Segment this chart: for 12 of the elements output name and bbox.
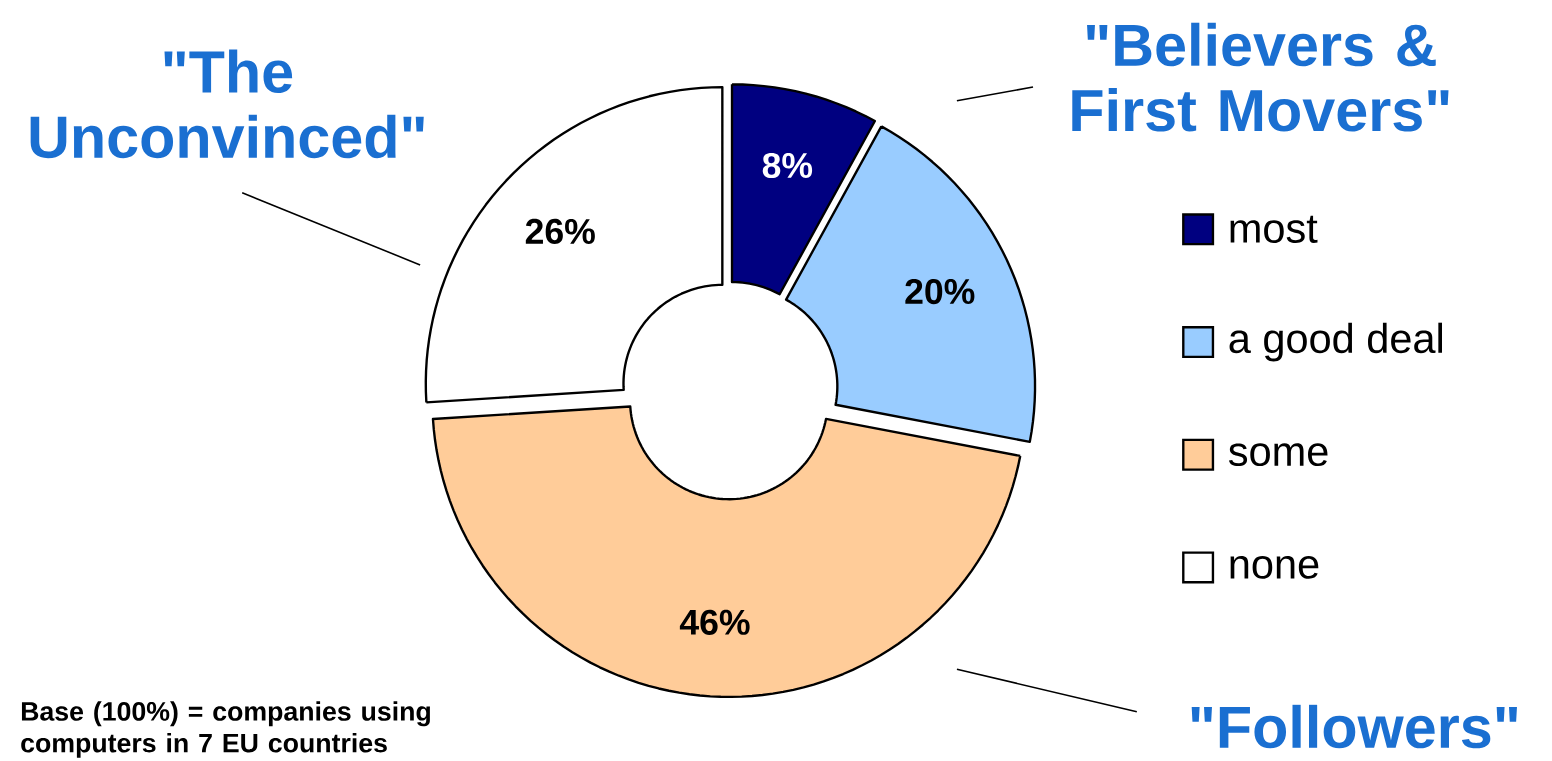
data-label: 8%	[762, 152, 813, 178]
text: "Followers"	[1191, 704, 1517, 749]
legend-label: a good deal	[1229, 322, 1442, 362]
text: "Believers & First Movers"	[1072, 22, 1449, 132]
data-label: 46%	[679, 609, 750, 635]
text: "The Unconvinced"	[30, 49, 424, 159]
data-label: 20%	[905, 278, 975, 305]
data-label: 26%	[525, 218, 595, 244]
legend-label: some	[1228, 443, 1328, 467]
legend-label: most	[1230, 215, 1318, 243]
legend-label: none	[1230, 555, 1319, 579]
text: Base (100%) = companies using computers in 7 EU countries	[21, 701, 430, 758]
